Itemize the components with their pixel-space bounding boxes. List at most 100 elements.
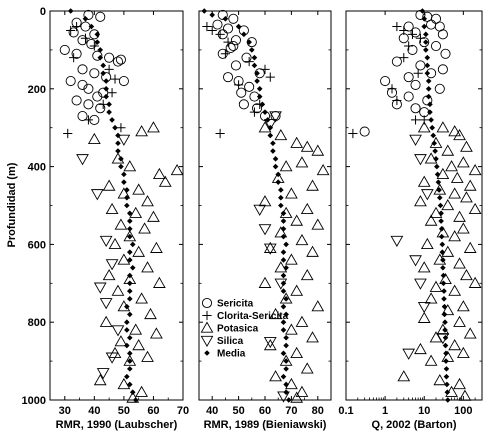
data-point	[98, 99, 108, 109]
data-point	[66, 25, 76, 36]
x-axis-title: RMR, 1990 (Laubscher)	[56, 419, 178, 431]
data-point	[280, 210, 287, 217]
data-point	[441, 245, 455, 257]
data-point	[410, 103, 421, 114]
data-point	[453, 377, 466, 390]
data-point	[421, 23, 428, 30]
x-tick-label: 0.1	[338, 405, 353, 417]
data-point	[152, 276, 166, 288]
data-point	[453, 315, 466, 327]
data-point	[259, 101, 266, 108]
data-point	[438, 226, 445, 232]
data-point	[450, 171, 464, 183]
data-point	[269, 370, 282, 382]
data-point	[279, 160, 293, 172]
data-point	[124, 303, 130, 310]
data-point	[280, 280, 287, 287]
data-point	[124, 327, 130, 333]
data-point	[414, 195, 427, 207]
data-point	[443, 358, 449, 364]
data-point	[241, 31, 247, 38]
data-point	[438, 233, 445, 240]
data-point	[123, 354, 137, 366]
data-point	[442, 319, 448, 325]
data-point	[283, 296, 289, 302]
data-point	[207, 25, 217, 36]
data-point	[436, 194, 443, 201]
data-point	[300, 140, 314, 152]
data-point	[429, 124, 436, 131]
data-point	[90, 189, 104, 201]
x-tick-label: 70	[177, 405, 189, 417]
data-point	[97, 54, 104, 61]
data-point	[429, 206, 443, 218]
data-point	[126, 391, 140, 403]
data-point	[212, 19, 223, 30]
data-point	[460, 191, 473, 203]
data-point	[295, 315, 309, 327]
data-point	[285, 397, 292, 403]
data-point	[235, 23, 242, 30]
data-point	[225, 42, 236, 54]
series-silica	[253, 111, 290, 403]
data-point	[141, 350, 154, 362]
data-point	[68, 27, 79, 38]
x-tick-label: 40	[88, 405, 100, 417]
data-point	[127, 272, 133, 279]
data-point	[468, 202, 482, 215]
data-point	[278, 194, 284, 201]
data-point	[407, 44, 418, 55]
data-point	[76, 154, 89, 166]
data-point	[97, 47, 104, 53]
data-point	[463, 179, 477, 191]
data-point	[425, 78, 432, 84]
data-point	[448, 187, 462, 199]
panel-1: 0 200 400 600 800 1000 30 40 50 60 70 RMR, 1990 (La…	[22, 6, 190, 431]
data-point	[251, 54, 258, 61]
data-point	[433, 374, 447, 386]
data-point	[280, 257, 287, 263]
data-point	[72, 21, 82, 32]
legend-entry-silica: Silica	[200, 335, 244, 348]
data-point	[448, 339, 462, 351]
data-point	[441, 288, 447, 294]
series-clorita-sericita	[348, 21, 429, 139]
data-point	[437, 202, 444, 209]
data-point	[86, 39, 97, 50]
legend-entry-media: Media	[204, 349, 246, 360]
data-point	[463, 327, 477, 339]
data-point	[421, 15, 428, 22]
legend-label: Clorita-Sericita	[217, 311, 289, 322]
data-point	[83, 115, 94, 125]
data-point	[441, 144, 455, 156]
data-point	[392, 95, 402, 106]
data-point	[258, 276, 272, 288]
data-point	[117, 134, 131, 146]
data-point	[431, 140, 438, 147]
data-point	[283, 366, 289, 372]
data-point	[285, 377, 298, 390]
data-point	[269, 307, 282, 320]
series-sericita	[359, 9, 451, 137]
data-point	[263, 243, 277, 255]
data-point	[115, 148, 121, 154]
data-point	[316, 163, 330, 176]
data-point	[117, 187, 131, 199]
data-point	[135, 385, 148, 397]
data-point	[280, 226, 287, 232]
data-point	[244, 81, 255, 92]
data-point	[274, 226, 288, 238]
series-media	[419, 8, 451, 403]
data-point	[258, 224, 272, 236]
data-point	[434, 83, 445, 94]
data-point	[437, 64, 448, 75]
data-point	[285, 187, 298, 199]
data-point	[391, 56, 402, 67]
data-point	[295, 385, 309, 397]
data-point	[112, 56, 124, 67]
series-potasica	[397, 121, 482, 401]
y-tick-label: 1000	[22, 395, 46, 407]
data-point	[115, 54, 126, 65]
data-point	[105, 202, 119, 215]
data-point	[443, 350, 449, 357]
